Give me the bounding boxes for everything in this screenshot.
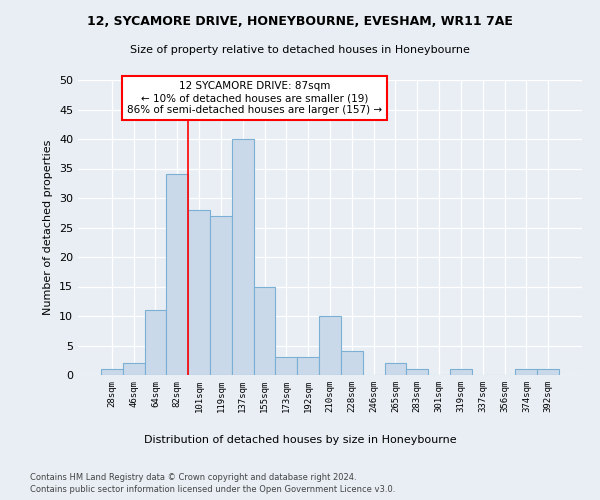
Text: Size of property relative to detached houses in Honeybourne: Size of property relative to detached ho…	[130, 45, 470, 55]
Bar	[188, 210, 210, 375]
Text: Contains public sector information licensed under the Open Government Licence v3: Contains public sector information licen…	[30, 485, 395, 494]
Bar	[232, 139, 254, 375]
Bar	[145, 310, 166, 375]
Bar	[275, 358, 297, 375]
Bar	[319, 316, 341, 375]
Bar	[101, 369, 123, 375]
Bar	[166, 174, 188, 375]
Bar	[450, 369, 472, 375]
Text: Contains HM Land Registry data © Crown copyright and database right 2024.: Contains HM Land Registry data © Crown c…	[30, 472, 356, 482]
Bar	[385, 363, 406, 375]
Bar	[537, 369, 559, 375]
Bar	[515, 369, 537, 375]
Bar	[297, 358, 319, 375]
Bar	[210, 216, 232, 375]
Text: 12, SYCAMORE DRIVE, HONEYBOURNE, EVESHAM, WR11 7AE: 12, SYCAMORE DRIVE, HONEYBOURNE, EVESHAM…	[87, 15, 513, 28]
Bar	[406, 369, 428, 375]
Text: 12 SYCAMORE DRIVE: 87sqm
← 10% of detached houses are smaller (19)
86% of semi-d: 12 SYCAMORE DRIVE: 87sqm ← 10% of detach…	[127, 82, 382, 114]
Y-axis label: Number of detached properties: Number of detached properties	[43, 140, 53, 315]
Text: Distribution of detached houses by size in Honeybourne: Distribution of detached houses by size …	[143, 435, 457, 445]
Bar	[254, 286, 275, 375]
Bar	[123, 363, 145, 375]
Bar	[341, 352, 363, 375]
